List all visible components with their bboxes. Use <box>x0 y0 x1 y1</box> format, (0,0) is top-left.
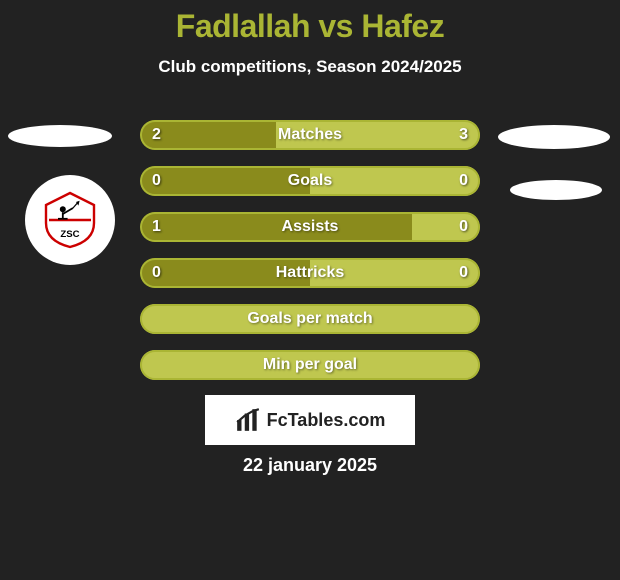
stat-row: Goals00 <box>140 166 480 196</box>
stat-row: Goals per match <box>140 304 480 334</box>
stat-seg-left <box>140 166 310 196</box>
decor-ellipse-top-left <box>8 125 112 147</box>
stat-rows: Matches23 Goals00 Assists10 Hattricks00 Goal… <box>140 120 480 396</box>
stat-seg-left <box>140 120 276 150</box>
stat-seg-right <box>310 166 480 196</box>
decor-ellipse-top-right <box>498 125 610 149</box>
stat-seg-right <box>310 258 480 288</box>
stat-row: Assists10 <box>140 212 480 242</box>
subtitle: Club competitions, Season 2024/2025 <box>0 57 620 77</box>
source-badge: FcTables.com <box>205 395 415 445</box>
stat-row: Matches23 <box>140 120 480 150</box>
stat-seg-left <box>140 212 412 242</box>
stat-seg-left <box>140 304 480 334</box>
date-text: 22 january 2025 <box>0 455 620 476</box>
page-title: Fadlallah vs Hafez <box>0 0 620 45</box>
crest-icon: ZSC <box>40 190 100 250</box>
stat-row: Min per goal <box>140 350 480 380</box>
svg-text:ZSC: ZSC <box>60 229 79 240</box>
decor-ellipse-mid-right <box>510 180 602 200</box>
stat-seg-right <box>412 212 480 242</box>
badge-text: FcTables.com <box>267 410 386 431</box>
stat-seg-left <box>140 350 480 380</box>
stat-seg-right <box>276 120 480 150</box>
stat-seg-left <box>140 258 310 288</box>
club-crest: ZSC <box>25 175 115 265</box>
bars-icon <box>235 407 261 433</box>
stat-row: Hattricks00 <box>140 258 480 288</box>
